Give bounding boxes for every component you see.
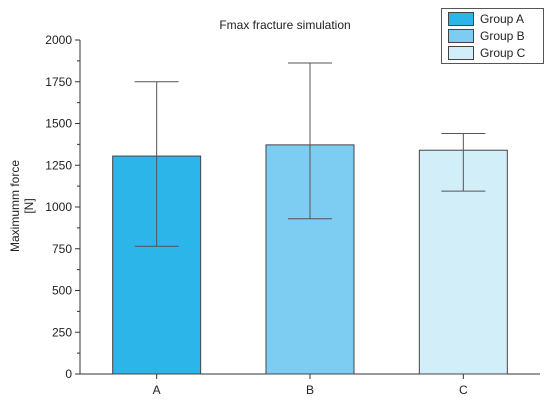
legend-swatch-group-c bbox=[448, 46, 474, 60]
y-tick-label: 1750 bbox=[45, 75, 72, 89]
chart-title: Fmax fracture simulation bbox=[219, 18, 351, 32]
y-tick-label: 500 bbox=[52, 284, 72, 298]
legend-label-group-c: Group C bbox=[480, 46, 526, 60]
x-tick-label-a: A bbox=[153, 383, 161, 397]
legend-swatch-group-b bbox=[448, 29, 474, 43]
legend-label-group-a: Group A bbox=[480, 12, 525, 26]
legend-swatch-group-a bbox=[448, 12, 474, 26]
x-tick-label-c: C bbox=[459, 383, 468, 397]
legend-item-group-c: Group C bbox=[448, 45, 525, 61]
y-tick-label: 1250 bbox=[45, 158, 72, 172]
legend-item-group-b: Group B bbox=[448, 28, 525, 44]
legend-label-group-b: Group B bbox=[480, 29, 525, 43]
legend-item-group-a: Group A bbox=[448, 11, 524, 27]
y-tick-label: 1000 bbox=[45, 200, 72, 214]
y-tick-label: 250 bbox=[52, 325, 72, 339]
y-tick-label: 2000 bbox=[45, 33, 72, 47]
y-tick-label: 0 bbox=[65, 367, 72, 381]
x-tick-label-b: B bbox=[306, 383, 314, 397]
y-tick-label: 750 bbox=[52, 242, 72, 256]
y-tick-label: 1500 bbox=[45, 117, 72, 131]
legend: Group A Group B Group C bbox=[441, 8, 544, 64]
